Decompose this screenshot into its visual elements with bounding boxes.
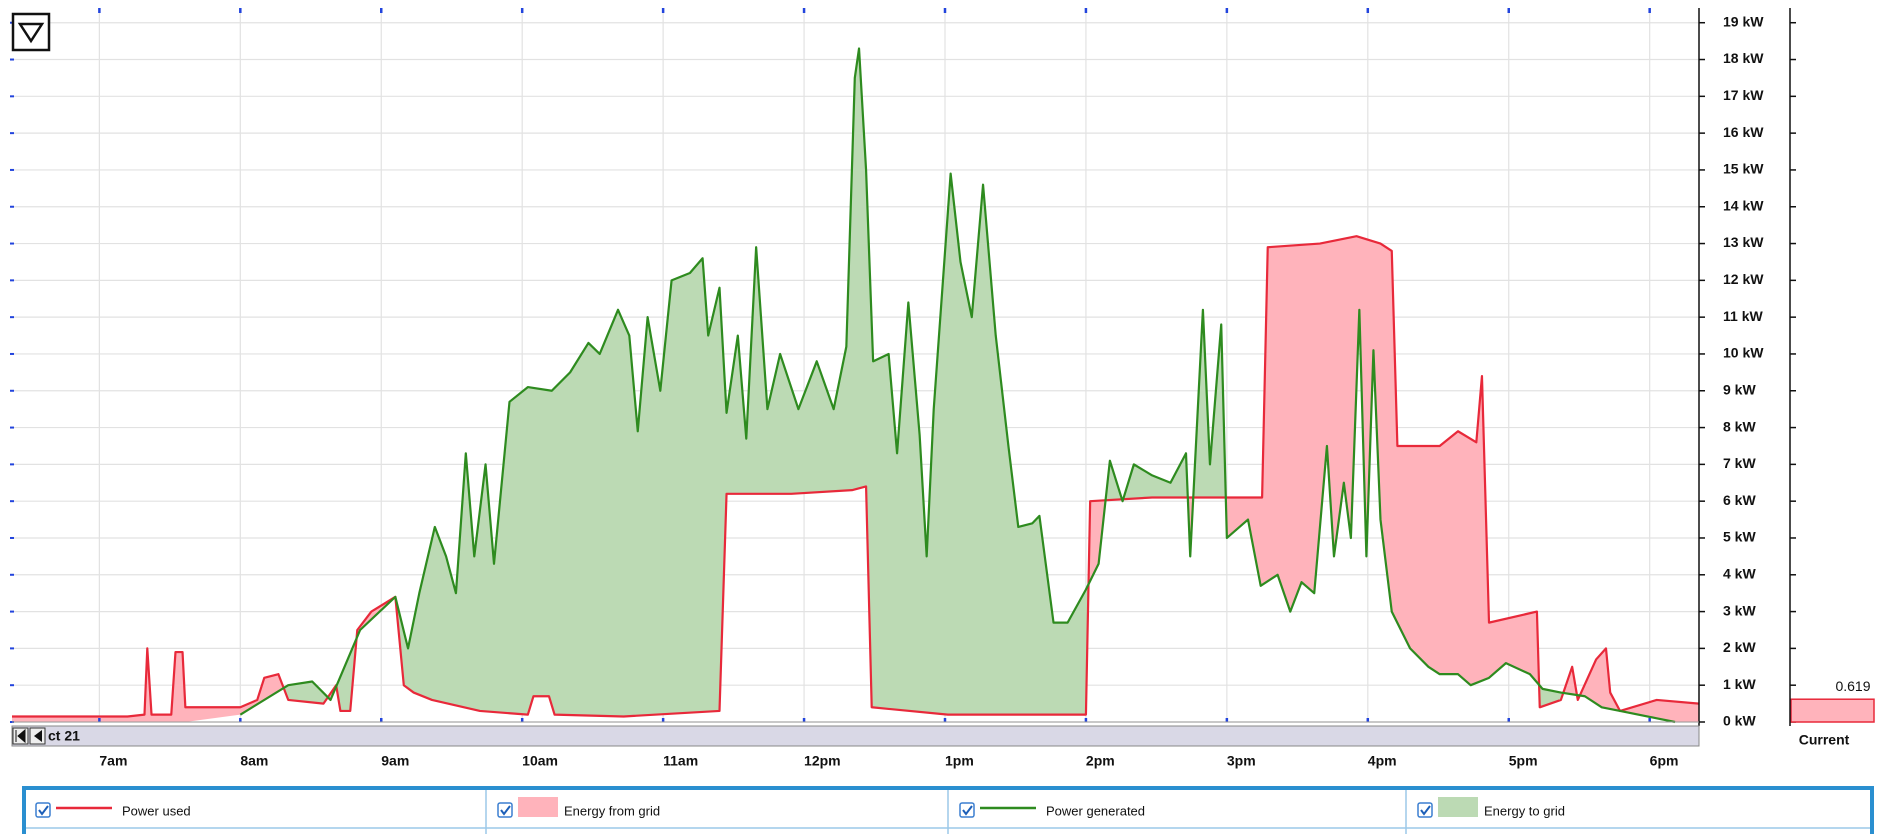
x-tick-label: 2pm [1086, 753, 1115, 769]
y-tick-label: 1 kW [1723, 676, 1756, 692]
menu-button-box[interactable] [11, 12, 51, 52]
y-tick-label: 3 kW [1723, 602, 1756, 618]
y-tick-label: 0 kW [1723, 713, 1756, 729]
fill-layer [12, 48, 1699, 723]
y-tick-label: 16 kW [1723, 124, 1764, 140]
y-tick-label: 11 kW [1723, 308, 1763, 324]
legend-checkbox[interactable] [959, 802, 975, 818]
y-tick-label: 14 kW [1723, 197, 1764, 213]
y-tick-label: 17 kW [1723, 87, 1764, 103]
x-tick-label: 1pm [945, 753, 974, 769]
nav-prev[interactable] [29, 727, 46, 745]
y-tick-label: 2 kW [1723, 639, 1756, 655]
y-tick-label: 18 kW [1723, 50, 1764, 66]
legend-check[interactable] [1420, 805, 1431, 816]
y-tick-label: 12 kW [1723, 271, 1764, 287]
y-tick-label: 15 kW [1723, 161, 1764, 177]
legend-check[interactable] [38, 805, 49, 816]
nav-first[interactable] [12, 727, 29, 745]
y-tick-label: 6 kW [1723, 492, 1756, 508]
x-tick-label: 6pm [1650, 753, 1679, 769]
x-tick-label: 4pm [1368, 753, 1397, 769]
legend-label: Energy from grid [564, 803, 660, 818]
legend: Power used Energy from grid Power generate… [35, 790, 1565, 834]
date-strip [11, 725, 1700, 747]
axis-layer: 0 kW 1 kW 2 kW 3 kW 4 kW 5 kW 6 kW 7 kW 8 kW 9 kW… [10, 8, 1875, 769]
legend-check[interactable] [962, 805, 973, 816]
legend-label: Power generated [1046, 803, 1145, 818]
x-tick-label: 10am [522, 753, 558, 769]
y-tick-label: 4 kW [1723, 565, 1756, 581]
legend-checkbox[interactable] [35, 802, 51, 818]
x-tick-label: 7am [99, 753, 127, 769]
y-tick-label: 13 kW [1723, 234, 1764, 250]
legend-label: Energy to grid [1484, 803, 1565, 818]
line-layer [12, 47, 1700, 724]
x-tick-label: 5pm [1509, 753, 1538, 769]
x-tick-label: 11am [663, 753, 698, 769]
y-tick-label: 10 kW [1723, 345, 1764, 361]
series-line [12, 235, 1700, 718]
menu-button[interactable] [11, 12, 51, 52]
y-tick-label: 7 kW [1723, 455, 1756, 471]
x-tick-label: 9am [381, 753, 409, 769]
energy-from-grid-area [12, 236, 1699, 723]
series-line [239, 47, 1676, 724]
legend-checkbox[interactable] [1417, 802, 1433, 818]
nav-first-icon[interactable] [15, 728, 26, 744]
legend-label: Power used [122, 803, 191, 818]
legend-swatch [1438, 797, 1478, 817]
current-value: 0.619 [1835, 678, 1870, 694]
y-tick-label: 9 kW [1723, 381, 1756, 397]
nav-prev-icon[interactable] [34, 730, 42, 742]
current-bar [1790, 698, 1875, 723]
y-tick-label: 5 kW [1723, 529, 1756, 545]
y-tick-label: 8 kW [1723, 418, 1756, 434]
x-tick-label: 3pm [1227, 753, 1256, 769]
x-tick-label: 8am [240, 753, 268, 769]
date-label: ct 21 [48, 728, 80, 744]
current-label: Current [1799, 732, 1850, 748]
legend-checkbox[interactable] [497, 802, 513, 818]
x-tick-label: 12pm [804, 753, 841, 769]
menu-button-icon[interactable] [17, 22, 45, 44]
legend-swatch [518, 797, 558, 817]
y-tick-label: 19 kW [1723, 13, 1764, 29]
energy-to-grid-area [12, 48, 1699, 722]
legend-check[interactable] [500, 805, 511, 816]
